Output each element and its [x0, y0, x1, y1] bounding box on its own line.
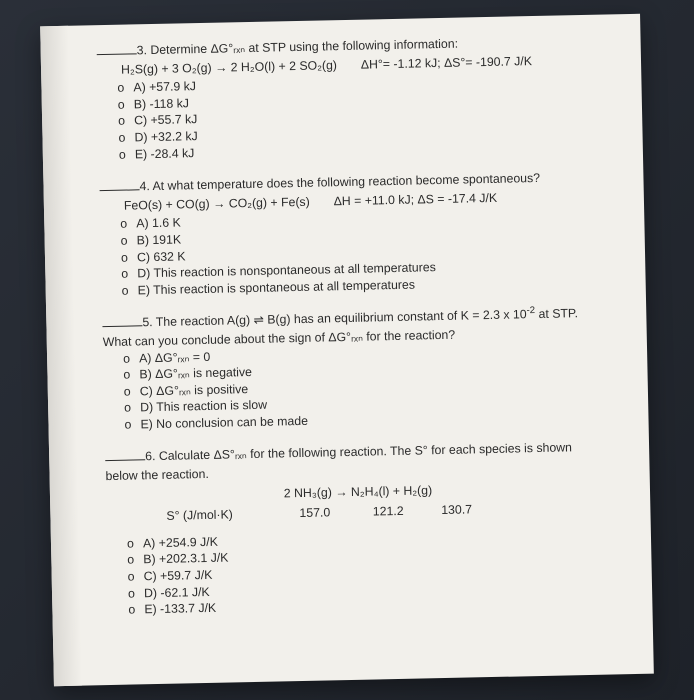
q5-options: oA) ΔG°ᵣₓₙ = 0 oB) ΔG°ᵣₓₙ is negative oC… — [103, 340, 609, 434]
question-5: 5. The reaction A(g) ⇌ B(g) has an equil… — [102, 305, 608, 434]
q4-options: oA) 1.6 K oB) 191K oC) 632 K oD) This re… — [100, 206, 606, 300]
q4-thermo: ΔH = +11.0 kJ; ΔS = -17.4 J/K — [333, 191, 497, 208]
question-3: 3. Determine ΔG°ᵣₓₙ at STP using the fol… — [97, 33, 603, 164]
q5-exponent: -2 — [526, 305, 535, 316]
q3-options: oA) +57.9 kJ oB) -118 kJ oC) +55.7 kJ oD… — [97, 70, 603, 164]
q3-equation: H₂S(g) + 3 O₂(g) → 2 H₂O(l) + 2 SO₂(g) — [121, 58, 337, 77]
q5-stem-b: at STP. — [535, 306, 578, 321]
question-6: 6. Calculate ΔS°ᵣₓₙ for the following re… — [105, 439, 612, 619]
q6-options: oA) +254.9 J/K oB) +202.3.1 J/K oC) +59.… — [107, 525, 613, 619]
q4-equation: FeO(s) + CO(g) → CO₂(g) + Fe(s) — [124, 194, 310, 212]
q5-number: 5 — [142, 315, 149, 329]
q6-s-value: 121.2 — [353, 503, 423, 521]
q6-s-value: 157.0 — [280, 504, 350, 522]
worksheet-page: 3. Determine ΔG°ᵣₓₙ at STP using the fol… — [40, 14, 654, 686]
question-4: 4. At what temperature does the followin… — [99, 169, 605, 300]
q6-s-value: 130.7 — [426, 501, 486, 519]
q6-number: 6 — [145, 450, 152, 464]
q3-thermo: ΔH°= -1.12 kJ; ΔS°= -190.7 J/K — [361, 54, 532, 72]
q3-stem-text: Determine ΔG°ᵣₓₙ at STP using the follow… — [150, 37, 458, 57]
q3-number: 3 — [137, 43, 144, 57]
q4-number: 4 — [139, 179, 146, 193]
q6-s-label: S° (J/mol·K) — [166, 506, 276, 525]
